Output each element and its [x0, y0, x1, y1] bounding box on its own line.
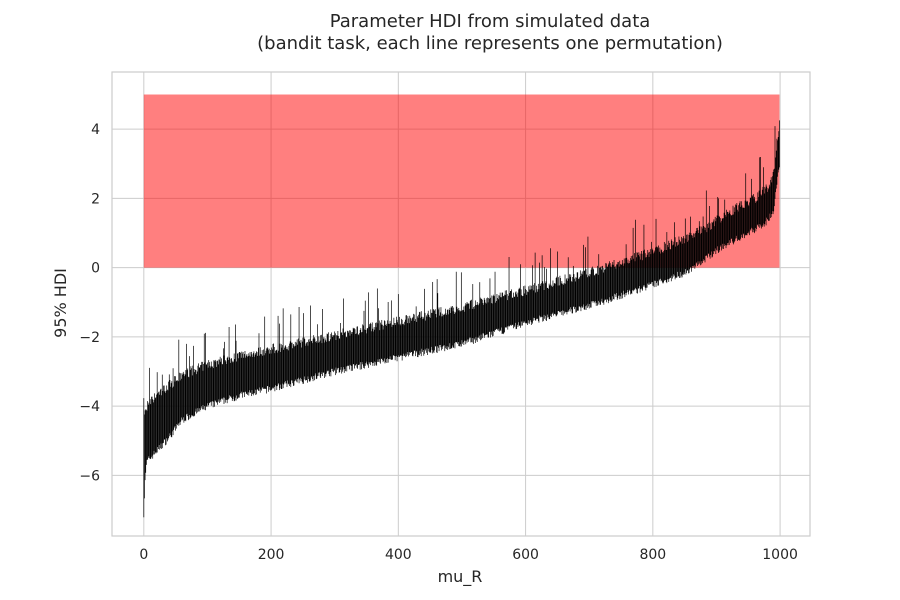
shaded-region: [143, 94, 780, 268]
chart-title-line-1: Parameter HDI from simulated data: [330, 11, 651, 32]
y-tick-label: −4: [79, 399, 100, 415]
x-tick-label: 800: [639, 547, 666, 563]
hdi-lines: [143, 120, 780, 518]
chart-title-line-2: (bandit task, each line represents one p…: [257, 33, 723, 54]
x-tick-label: 600: [512, 547, 539, 563]
y-tick-label: −6: [79, 468, 100, 484]
x-tick-label: 400: [385, 547, 412, 563]
y-tick-label: 0: [91, 261, 100, 277]
y-tick-label: 4: [91, 122, 100, 138]
x-tick-label: 1000: [762, 547, 798, 563]
x-tick-label: 0: [139, 547, 148, 563]
shaded-region-group: [143, 94, 780, 268]
y-tick-labels: −6 −4 −2 0 2 4: [79, 122, 100, 484]
x-axis-label: mu_R: [438, 567, 483, 587]
y-axis-label: 95% HDI: [51, 268, 70, 338]
x-tick-labels: 0 200 400 600 800 1000: [139, 547, 798, 563]
x-tick-label: 200: [258, 547, 285, 563]
plot-frame: [111, 71, 811, 537]
y-tick-label: −2: [79, 330, 100, 346]
y-tick-label: 2: [91, 191, 100, 207]
